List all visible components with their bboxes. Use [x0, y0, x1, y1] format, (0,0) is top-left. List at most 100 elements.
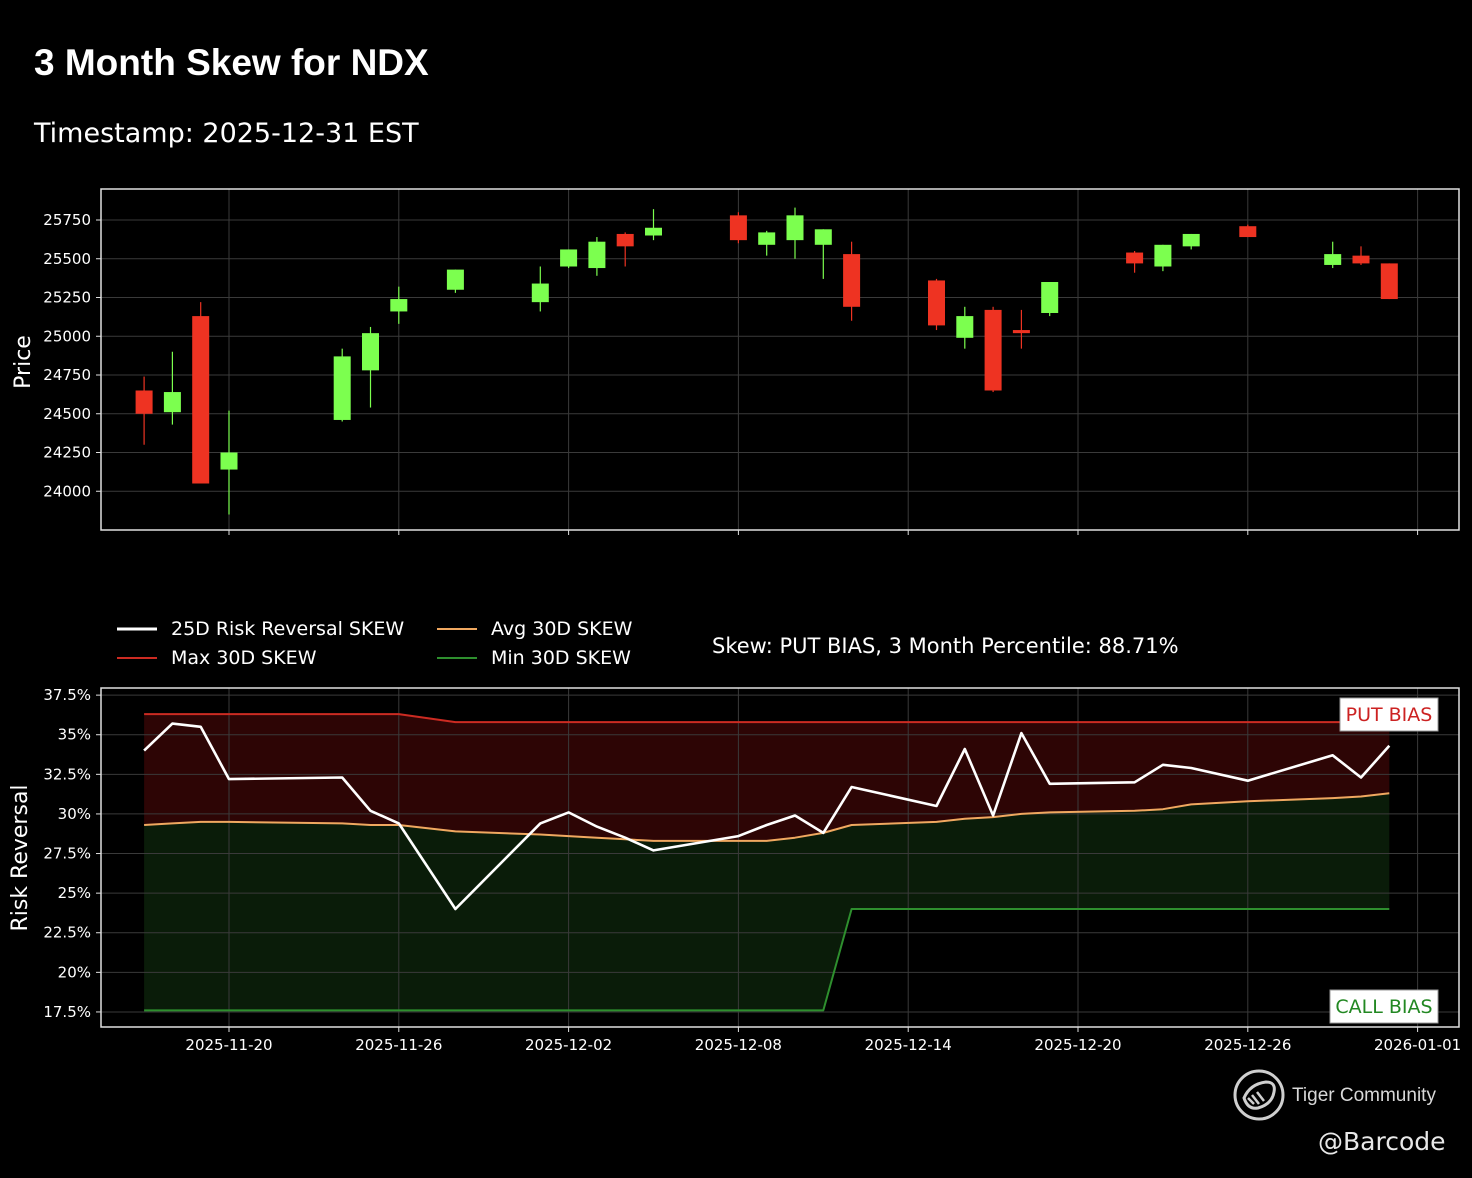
candle-body	[1182, 233, 1200, 247]
candle	[1239, 224, 1257, 238]
candle	[616, 232, 634, 267]
candle	[1126, 251, 1144, 273]
price-y-axis-label: Price	[11, 335, 36, 389]
skew-lines	[143, 713, 1391, 1012]
max-skew-line	[144, 713, 1390, 724]
skew-legend: 25D Risk Reversal SKEW Max 30D SKEW Avg …	[117, 618, 633, 669]
candle-body	[786, 215, 804, 241]
candle	[135, 376, 153, 445]
price-y-tick-label: 25500	[43, 250, 91, 268]
candle	[729, 212, 747, 244]
legend-item-min: Min 30D SKEW	[437, 647, 631, 669]
price-y-tick-label: 25000	[43, 327, 91, 345]
candle-body	[135, 390, 153, 414]
candle	[220, 410, 238, 515]
candle	[1380, 263, 1398, 300]
call-bias-label: CALL BIAS	[1335, 996, 1432, 1018]
risk-reversal-line	[143, 722, 1391, 911]
timestamp-subtitle: Timestamp: 2025-12-31 EST	[34, 118, 419, 149]
candle	[531, 266, 549, 312]
skew-bias-annotation: Skew: PUT BIAS, 3 Month Percentile: 88.7…	[712, 634, 1179, 658]
skew-y-tick-label: 32.5%	[43, 765, 91, 783]
put-bias-label-box: PUT BIAS	[1339, 697, 1439, 732]
candle-body	[163, 392, 181, 413]
candle-body	[192, 316, 210, 484]
skew-x-tick-label: 2025-12-02	[525, 1036, 612, 1054]
skew-x-tick-label: 2025-12-26	[1204, 1036, 1291, 1054]
call-bias-label-box: CALL BIAS	[1329, 989, 1439, 1024]
skew-plot-frame	[100, 687, 1460, 1028]
candle-body	[588, 241, 606, 269]
skew-x-tick-label: 2025-12-08	[695, 1036, 782, 1054]
skew-y-axis-label: Risk Reversal	[8, 784, 33, 931]
chart-title: 3 Month Skew for NDX	[34, 42, 429, 83]
candle	[333, 348, 351, 422]
candle	[928, 278, 945, 331]
candle-body	[1239, 226, 1257, 238]
skew-x-tick-label: 2025-11-26	[355, 1036, 442, 1054]
candle	[588, 237, 606, 276]
candle-body	[531, 283, 549, 303]
candle-body	[333, 356, 351, 420]
candle	[446, 269, 464, 293]
candle-body	[616, 233, 634, 247]
candle-body	[1041, 282, 1059, 313]
price-x-ticks	[228, 530, 1419, 535]
candle	[1182, 233, 1200, 250]
skew-bias-fills	[144, 714, 1390, 1011]
candle	[758, 230, 776, 256]
candle-body	[1380, 263, 1398, 300]
candle-body	[814, 229, 832, 245]
candle	[560, 249, 578, 269]
candle	[1324, 241, 1342, 269]
candle	[814, 229, 832, 279]
candle	[1352, 246, 1370, 265]
min-skew-line	[144, 908, 1390, 1012]
skew-x-tick-label: 2025-12-20	[1034, 1036, 1121, 1054]
skew-y-tick-label: 37.5%	[43, 686, 91, 704]
candle-body	[1012, 330, 1030, 334]
candle	[786, 207, 804, 259]
tiger-logo-icon	[1233, 1069, 1285, 1121]
candle	[192, 302, 210, 484]
legend-item-risk-reversal: 25D Risk Reversal SKEW	[117, 618, 404, 640]
skew-y-tick-label: 22.5%	[43, 924, 91, 942]
price-panel: 24000 24250 24500 24750 25000 25250 25500 25750…	[11, 188, 1460, 535]
legend-item-avg: Avg 30D SKEW	[437, 618, 633, 640]
price-y-ticks: 24000 24250 24500 24750 25000 25250 25500 25750	[43, 211, 101, 500]
candle	[1041, 282, 1059, 317]
candle-body	[1352, 255, 1370, 264]
watermark-user: @Barcode	[1318, 1127, 1446, 1156]
candle-body	[729, 215, 747, 241]
candle	[163, 351, 181, 425]
skew-y-tick-label: 25%	[58, 884, 91, 902]
candle-body	[758, 232, 776, 245]
legend-item-max: Max 30D SKEW	[117, 647, 317, 669]
candle-body	[220, 452, 238, 470]
skew-x-tick-label: 2026-01-01	[1374, 1036, 1461, 1054]
skew-y-tick-label: 20%	[58, 963, 91, 981]
candle-body	[560, 249, 578, 267]
skew-y-tick-label: 27.5%	[43, 845, 91, 863]
skew-panel: 17.5% 20% 22.5% 25% 27.5% 30% 32.5% 35% 37.5% 20…	[8, 686, 1461, 1054]
candle-body	[928, 280, 945, 326]
price-y-tick-label: 25250	[43, 289, 91, 307]
legend-label-max: Max 30D SKEW	[171, 647, 317, 669]
legend-label-risk-reversal: 25D Risk Reversal SKEW	[171, 618, 404, 640]
skew-x-tick-label: 2025-12-14	[865, 1036, 952, 1054]
skew-grid	[101, 688, 1459, 1027]
skew-y-tick-label: 30%	[58, 805, 91, 823]
skew-x-ticks: 2025-11-20 2025-11-26 2025-12-02 2025-12-08…	[185, 1027, 1461, 1054]
candle-body	[362, 333, 379, 371]
price-y-tick-label: 25750	[43, 211, 91, 229]
skew-y-ticks: 17.5% 20% 22.5% 25% 27.5% 30% 32.5% 35% 37.5%	[43, 686, 101, 1021]
candle	[843, 241, 861, 321]
legend-label-min: Min 30D SKEW	[491, 647, 631, 669]
candle	[645, 209, 662, 241]
price-y-tick-label: 24750	[43, 366, 91, 384]
watermark-brand: Tiger Community	[1292, 1085, 1436, 1106]
price-y-tick-label: 24000	[43, 482, 91, 500]
candle-body	[645, 227, 662, 236]
skew-y-tick-label: 35%	[58, 726, 91, 744]
price-y-tick-label: 24500	[43, 405, 91, 423]
